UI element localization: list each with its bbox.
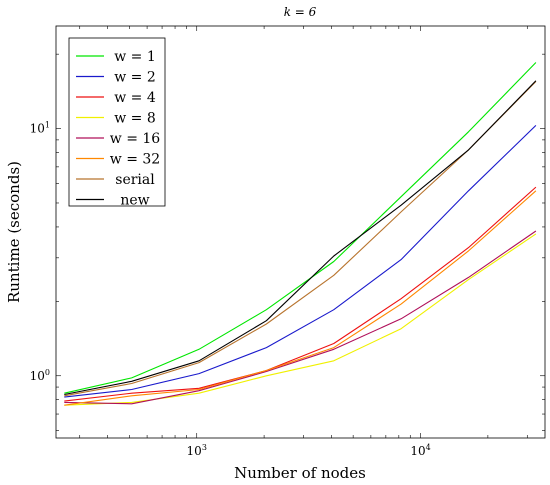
series-line-w4	[64, 186, 537, 402]
y-tick-label: 100	[30, 368, 50, 383]
y-tick-label: 101	[30, 121, 50, 136]
chart-title: k = 6	[284, 5, 317, 19]
series-line-w32	[64, 190, 537, 406]
legend: w = 1 w = 2 w = 4 w = 8 w = 16 w = 32 serial ne…	[68, 37, 166, 209]
legend-label: w = 16	[110, 131, 161, 147]
series-lines	[64, 62, 537, 406]
x-axis-label: Number of nodes	[234, 464, 366, 482]
x-axis-ticks: 103 104	[79, 26, 528, 458]
legend-label: w = 8	[114, 111, 156, 127]
x-tick-label: 103	[187, 443, 207, 458]
y-axis-ticks: 100 101	[30, 53, 545, 431]
legend-label: serial	[115, 172, 155, 188]
legend-box	[68, 37, 166, 207]
series-line-w2	[64, 125, 537, 398]
series-line-new	[64, 80, 537, 396]
legend-label: w = 1	[114, 49, 156, 65]
legend-label: w = 4	[114, 90, 156, 106]
legend-label: w = 2	[114, 70, 156, 86]
series-line-w1	[64, 62, 537, 394]
series-line-w8	[64, 233, 537, 406]
plot-frame	[55, 25, 546, 439]
series-line-serial	[64, 81, 537, 397]
y-axis-label: Runtime (seconds)	[5, 161, 23, 303]
legend-label: w = 32	[110, 152, 160, 168]
legend-label: new	[120, 193, 149, 209]
x-tick-label: 104	[410, 443, 430, 458]
series-line-w16	[64, 230, 537, 405]
